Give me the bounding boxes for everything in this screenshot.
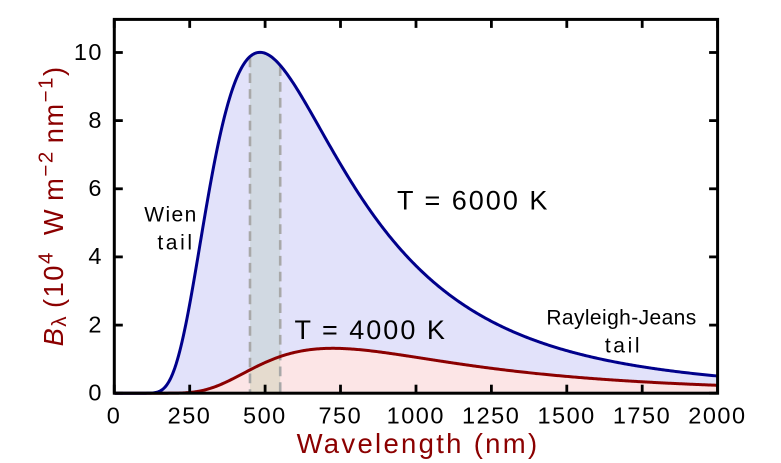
svg-text:tail: tail — [157, 231, 194, 254]
svg-text:2000: 2000 — [688, 403, 746, 429]
svg-text:1750: 1750 — [613, 403, 671, 429]
svg-text:750: 750 — [318, 403, 362, 429]
svg-text:Rayleigh-Jeans: Rayleigh-Jeans — [546, 306, 696, 329]
svg-text:8: 8 — [88, 107, 103, 133]
svg-text:6: 6 — [88, 175, 103, 201]
svg-text:2: 2 — [88, 311, 103, 337]
svg-text:0: 0 — [88, 380, 103, 406]
svg-text:1250: 1250 — [462, 403, 520, 429]
svg-text:1000: 1000 — [387, 403, 445, 429]
svg-text:250: 250 — [168, 403, 212, 429]
svg-text:T = 4000 K: T = 4000 K — [295, 315, 447, 345]
svg-text:4: 4 — [88, 243, 103, 269]
svg-text:1500: 1500 — [537, 403, 595, 429]
svg-text:10: 10 — [74, 39, 103, 65]
svg-text:tail: tail — [605, 335, 642, 358]
svg-text:0: 0 — [107, 403, 122, 429]
svg-text:Wien: Wien — [144, 203, 197, 226]
svg-text:Bλ (104 W m−2 nm−1): Bλ (104 W m−2 nm−1) — [35, 65, 72, 346]
svg-text:500: 500 — [243, 403, 287, 429]
svg-text:Wavelength (nm): Wavelength (nm) — [297, 428, 540, 459]
svg-text:T = 6000 K: T = 6000 K — [397, 186, 549, 216]
